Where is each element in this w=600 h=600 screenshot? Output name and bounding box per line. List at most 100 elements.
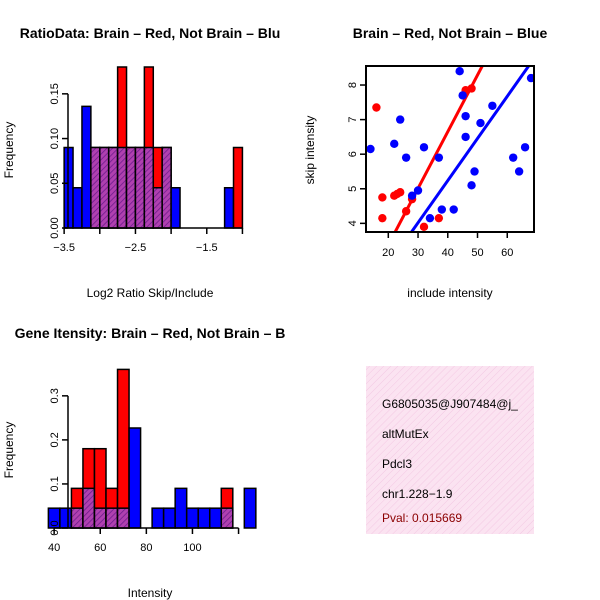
brain-fit-line	[393, 66, 484, 232]
intensity-histogram-title: Gene Itensity: Brain – Red, Not Brain – …	[15, 325, 286, 341]
scatter-x-tick-label: 30	[412, 247, 424, 259]
intensity-histogram-panel: Gene Itensity: Brain – Red, Not Brain – …	[2, 325, 285, 600]
ratio-histogram-bar	[223, 187, 235, 229]
ratio-histogram-bar	[170, 187, 181, 229]
scatter-panel: Brain – Red, Not Brain – Blue 20 30 40 50 60…	[303, 25, 547, 300]
intensity-histogram-bar	[128, 427, 142, 529]
info-event-id: G6805035@J907484@j_	[382, 397, 518, 411]
not-brain-point	[366, 144, 375, 154]
not-brain-point	[419, 143, 429, 152]
scatter-title: Brain – Red, Not Brain – Blue	[353, 25, 548, 41]
ratio-histogram-x-tick-label: −3.5	[53, 242, 75, 254]
intensity-histogram-x-tick-label: 80	[140, 542, 152, 554]
intensity-histogram-ylabel: Frequency	[2, 422, 16, 479]
not-brain-point	[425, 213, 435, 223]
ratio-histogram-overlap-bar	[107, 146, 119, 229]
scatter-ylabel: skip intensity	[303, 116, 317, 185]
not-brain-point	[413, 186, 423, 195]
intensity-histogram-bar	[243, 487, 257, 529]
not-brain-point	[395, 115, 405, 124]
intensity-histogram-y-tick-label: 0.1	[49, 476, 61, 491]
not-brain-point	[461, 111, 470, 121]
not-brain-point	[437, 205, 447, 214]
intensity-histogram-y-tick-label: 0.3	[49, 388, 61, 403]
not-brain-point	[476, 118, 485, 128]
scatter-frame	[365, 65, 535, 233]
info-panel-background	[366, 366, 534, 534]
intensity-histogram-xlabel: Intensity	[128, 586, 173, 600]
ratio-histogram-overlap-bar	[90, 146, 101, 229]
ratio-histogram-overlap-bar	[99, 146, 110, 229]
scatter-x-tick-label: 60	[501, 247, 513, 259]
intensity-histogram-overlap-bar	[93, 507, 107, 529]
intensity-histogram-bar	[59, 507, 73, 529]
ratio-histogram-xlabel: Log2 Ratio Skip/Include	[87, 286, 214, 300]
not-brain-point	[467, 181, 476, 190]
ratio-histogram-panel: RatioData: Brain – Red, Not Brain – Blu …	[2, 25, 280, 300]
ratio-histogram-title: RatioData: Brain – Red, Not Brain – Blu	[20, 25, 281, 41]
intensity-histogram-x-tick-label: 60	[94, 542, 106, 554]
intensity-histogram-bar	[116, 368, 130, 529]
intensity-histogram-overlap-bar	[220, 507, 234, 529]
not-brain-point	[458, 91, 467, 100]
intensity-histogram-x-tick-label: 100	[183, 542, 201, 554]
not-brain-point	[461, 132, 470, 142]
not-brain-point	[434, 153, 444, 162]
ratio-histogram-overlap-bar	[143, 146, 155, 229]
scatter-axes: 20 30 40 50 60 4 5 6 7 8	[347, 65, 535, 259]
intensity-histogram-bars	[47, 368, 257, 529]
scatter-xlabel: include intensity	[407, 286, 492, 300]
intensity-histogram-bar	[174, 487, 188, 529]
not-brain-fit-line	[410, 66, 530, 232]
info-pval: Pval: 0.015669	[382, 511, 462, 525]
scatter-y-tick-label: 4	[347, 220, 359, 226]
ratio-histogram-bars	[63, 66, 244, 229]
ratio-histogram-ylabel: Frequency	[2, 122, 16, 179]
not-brain-point	[470, 167, 479, 176]
scatter-y-tick-label: 7	[347, 117, 359, 123]
not-brain-point	[514, 167, 524, 176]
ratio-histogram-overlap-bar	[125, 146, 137, 229]
ratio-histogram-y-tick-label: 0.10	[49, 128, 61, 149]
not-brain-point	[488, 101, 497, 110]
info-event-type: altMutEx	[382, 427, 429, 441]
intensity-histogram-overlap-bar	[105, 507, 119, 529]
ratio-histogram-overlap-bar	[152, 187, 163, 229]
ratio-histogram-axes: 0.00 0.05 0.10 0.15 −3.5 −2.5 −1.5	[49, 83, 244, 254]
scatter-x-tick-label: 20	[382, 247, 394, 259]
info-gene-name: Pdcl3	[382, 457, 412, 471]
ratio-histogram-bar	[72, 187, 83, 229]
ratio-histogram-bar	[232, 146, 244, 229]
brain-point	[434, 213, 444, 223]
not-brain-point	[390, 139, 399, 149]
intensity-histogram-bar	[162, 507, 176, 529]
scatter-y-tick-label: 8	[347, 82, 359, 88]
scatter-plot-area	[366, 66, 534, 232]
scatter-y-tick-label: 5	[347, 186, 359, 192]
scatter-clip-group	[366, 66, 534, 232]
ratio-histogram-overlap-bar	[161, 146, 172, 229]
ratio-histogram-x-tick-label: −2.5	[125, 242, 147, 254]
brain-point	[395, 188, 405, 197]
info-panel: G6805035@J907484@j_ altMutEx Pdcl3 chr1.…	[366, 366, 534, 534]
ratio-histogram-y-tick-label: 0.00	[49, 217, 61, 238]
ratio-histogram-bar	[81, 105, 92, 229]
brain-point	[419, 222, 429, 232]
intensity-histogram-bar	[151, 507, 165, 529]
intensity-histogram-overlap-bar	[82, 487, 96, 529]
intensity-histogram-bar	[208, 507, 223, 529]
not-brain-point	[401, 153, 411, 162]
not-brain-point	[508, 153, 518, 162]
scatter-x-tick-label: 50	[471, 247, 483, 259]
intensity-histogram-y-tick-label: 0.2	[49, 432, 61, 447]
intensity-histogram-overlap-bar	[70, 507, 84, 529]
intensity-histogram-axes: 0.00.10.20.340 60 80 100	[48, 388, 240, 554]
not-brain-point	[455, 66, 464, 76]
scatter-y-tick-label: 6	[347, 151, 359, 157]
intensity-histogram-x-tick-label: 40	[48, 542, 60, 554]
info-location: chr1.228−1.9	[382, 487, 453, 501]
ratio-histogram-overlap-bar	[116, 146, 128, 229]
scatter-x-tick-label: 40	[442, 247, 454, 259]
ratio-histogram-y-tick-label: 0.15	[49, 83, 61, 104]
